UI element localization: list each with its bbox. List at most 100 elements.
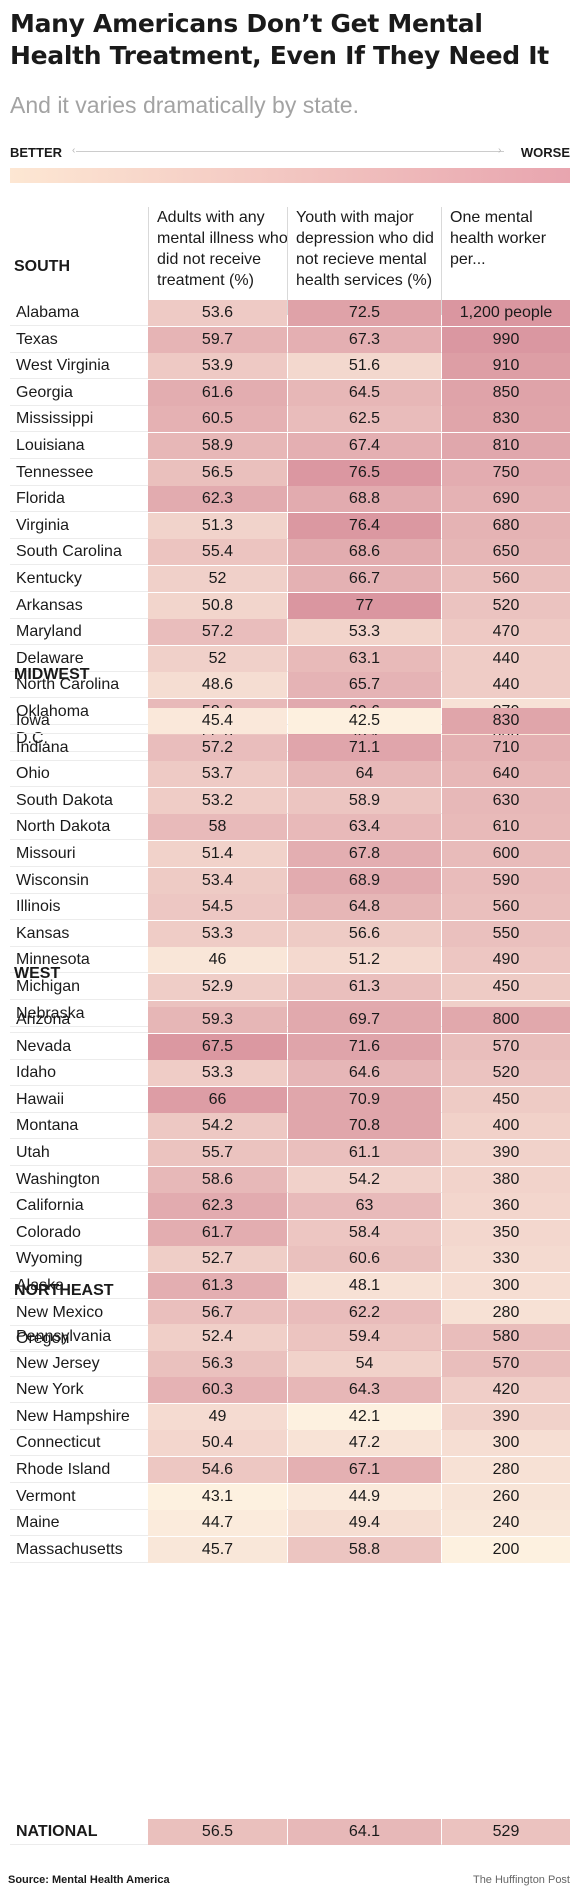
data-cell: 68.9	[288, 867, 441, 894]
data-cell: 66.7	[288, 566, 441, 592]
data-cell: 330	[442, 1246, 570, 1273]
data-cell: 64.8	[288, 894, 441, 921]
table-row: Arizona 59.3 69.7 800	[10, 1007, 570, 1033]
table-row: Wyoming 52.7 60.6 330	[10, 1246, 570, 1273]
data-cell: 60.6	[288, 1246, 441, 1273]
data-cell: 710	[442, 734, 570, 761]
state-name: New York	[16, 1381, 84, 1399]
data-cell: 44.9	[288, 1483, 441, 1510]
scale-better-label: BETTER	[10, 145, 62, 160]
column-header-youth: Youth with major depression who did not …	[296, 209, 434, 289]
table-row: Wisconsin 53.4 68.9 590	[10, 867, 570, 894]
state-name: Nebraska	[16, 1004, 85, 1022]
data-cell: 64.6	[288, 1060, 441, 1087]
table-row: New Mexico 56.7 62.2 280	[10, 1299, 570, 1326]
data-cell: 750	[442, 459, 570, 486]
data-cell: 76.4	[288, 512, 441, 539]
state-name: Hawaii	[16, 1090, 65, 1108]
state-name: Massachusetts	[16, 1540, 123, 1558]
data-cell: 62.3	[148, 486, 287, 513]
data-cell: 44.7	[148, 1510, 287, 1537]
chart-subtitle: And it varies dramatically by state.	[10, 92, 359, 118]
state-name: Connecticut	[16, 1434, 101, 1452]
data-cell: 43.1	[148, 1483, 287, 1510]
region-heading: MIDWEST	[14, 666, 90, 683]
state-name: Oregon	[16, 1330, 70, 1348]
state-name: Minnesota	[16, 951, 90, 969]
data-cell: 830	[442, 708, 570, 734]
table-row: Illinois 54.5 64.8 560	[10, 894, 570, 921]
data-cell: 48.6	[148, 672, 287, 699]
table-row: Arkansas 50.8 77 520	[10, 592, 570, 619]
state-name: Ohio	[16, 765, 50, 783]
data-cell: 60.5	[148, 406, 287, 433]
data-cell: 53.4	[148, 867, 287, 894]
table-row: Louisiana 58.9 67.4 810	[10, 433, 570, 459]
state-name: North Carolina	[16, 676, 120, 694]
table-row: Connecticut 50.4 47.2 300	[10, 1430, 570, 1457]
data-cell: 51.3	[148, 512, 287, 539]
data-cell: 56.5	[148, 1819, 287, 1845]
table-row: Utah 55.7 61.1 390	[10, 1140, 570, 1166]
data-cell: 65.7	[288, 672, 441, 699]
data-cell: 53.3	[148, 920, 287, 947]
column-divider	[441, 207, 442, 315]
table-row: North Dakota 58 63.4 610	[10, 814, 570, 841]
data-cell: 520	[442, 1060, 570, 1087]
state-name: South Dakota	[16, 791, 113, 809]
data-cell: 57.2	[148, 619, 287, 646]
data-cell: 300	[442, 1430, 570, 1457]
data-cell: 630	[442, 787, 570, 814]
data-cell: 67.8	[288, 841, 441, 867]
data-cell: 54.6	[148, 1457, 287, 1483]
data-cell: 280	[442, 1457, 570, 1483]
data-cell: 61.7	[148, 1219, 287, 1246]
state-name: New Hampshire	[16, 1407, 130, 1425]
data-cell: 50.8	[148, 592, 287, 619]
data-cell: 800	[442, 1007, 570, 1033]
data-cell: 640	[442, 761, 570, 788]
data-cell: 600	[442, 841, 570, 867]
source-note: Source: Mental Health America	[8, 1874, 170, 1886]
table-row: Maine 44.7 49.4 240	[10, 1510, 570, 1537]
table-row: Alaska 61.3 48.1 300	[10, 1273, 570, 1299]
data-cell: 54.2	[148, 1113, 287, 1140]
region-heading: WEST	[14, 965, 61, 982]
data-cell: 57.2	[148, 734, 287, 761]
data-cell: 61.3	[288, 974, 441, 1000]
data-cell: 850	[442, 379, 570, 406]
state-name: Iowa	[16, 712, 50, 729]
data-cell: 260	[442, 1483, 570, 1510]
data-cell: 67.4	[288, 433, 441, 459]
state-name: Kentucky	[16, 570, 82, 587]
data-cell: 990	[442, 326, 570, 353]
data-cell: 529	[442, 1819, 570, 1845]
data-cell: 240	[442, 1510, 570, 1537]
data-cell: 53.3	[288, 619, 441, 646]
table-row: Delaware 52 63.1 440	[10, 645, 570, 672]
table-row: Texas 59.7 67.3 990	[10, 326, 570, 353]
data-cell: 470	[442, 619, 570, 646]
data-cell: 59.7	[148, 326, 287, 353]
data-cell: 58.9	[288, 787, 441, 814]
data-cell: 60.3	[148, 1377, 287, 1404]
data-cell: 45.7	[148, 1536, 287, 1563]
data-cell: 680	[442, 512, 570, 539]
data-cell: 58.6	[148, 1166, 287, 1193]
data-cell: 56.7	[148, 1299, 287, 1326]
state-name: Illinois	[16, 898, 61, 916]
data-cell: 520	[442, 592, 570, 619]
data-cell: 400	[442, 1113, 570, 1140]
publisher-credit: The Huffington Post	[472, 1874, 570, 1886]
state-name: Arizona	[16, 1011, 71, 1028]
data-cell: 350	[442, 1219, 570, 1246]
data-cell: 45.4	[148, 708, 287, 734]
data-cell: 61.3	[148, 1273, 287, 1299]
data-cell: 53.9	[148, 353, 287, 380]
arrow-right-icon: ›	[498, 145, 502, 156]
table-row: South Dakota 53.2 58.9 630	[10, 787, 570, 814]
data-cell: 63	[288, 1193, 441, 1220]
data-cell: 58.4	[288, 1219, 441, 1246]
data-cell: 440	[442, 672, 570, 699]
state-name: Mississippi	[16, 410, 94, 428]
